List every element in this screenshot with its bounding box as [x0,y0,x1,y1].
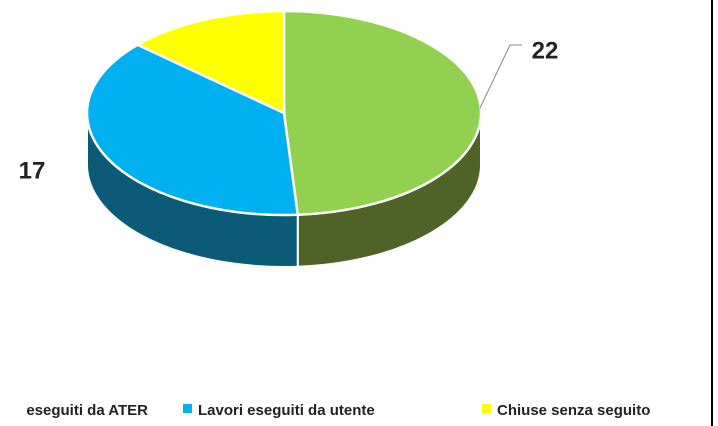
slice [134,9,286,115]
data-label: 22 [532,37,559,64]
legend-swatch [482,404,491,413]
legend-label: Chiuse senza seguito [497,402,650,419]
legend-label: eseguiti da ATER [26,402,148,419]
slice [282,9,483,217]
data-label: 17 [19,157,46,184]
leader-line [479,44,522,109]
legend-swatch [183,404,192,413]
slice [85,43,300,217]
legend-label: Lavori eseguiti da utente [198,402,375,419]
